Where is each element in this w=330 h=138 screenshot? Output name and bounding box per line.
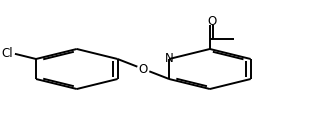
Text: O: O <box>207 15 216 28</box>
Text: O: O <box>139 63 148 76</box>
Text: N: N <box>165 52 174 66</box>
Text: Cl: Cl <box>2 47 13 60</box>
